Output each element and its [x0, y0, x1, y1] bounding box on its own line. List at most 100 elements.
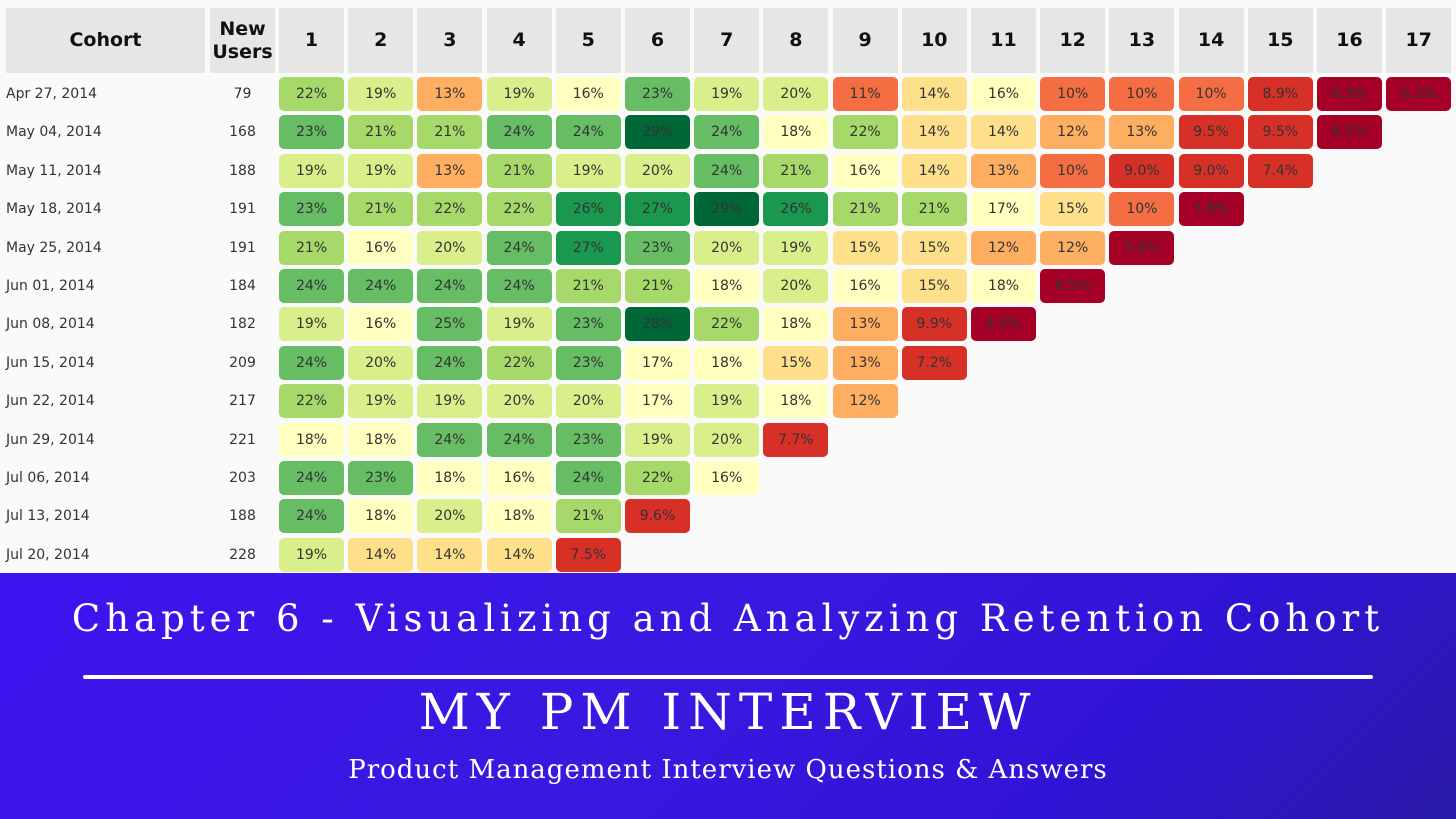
retention-cell: 26% — [555, 192, 621, 227]
cohort-date: May 18, 2014 — [6, 201, 102, 218]
header-cell: 15 — [1247, 8, 1313, 73]
retention-cell: 6.5% — [1040, 269, 1106, 303]
retention-cell: 17% — [971, 192, 1036, 227]
retention-cell: 29% — [694, 192, 760, 227]
retention-cell: 7.7% — [763, 422, 829, 457]
retention-cell: 9.0% — [1178, 153, 1244, 188]
retention-cell: 13% — [417, 153, 483, 188]
retention-cell: 9.5% — [1247, 115, 1313, 150]
retention-cell: 16% — [348, 307, 414, 342]
header-cell: 2 — [348, 8, 414, 73]
retention-cell: 24% — [486, 269, 552, 303]
retention-cell: 13% — [832, 307, 898, 342]
header-cell: 11 — [971, 8, 1036, 73]
header-cell: 16 — [1317, 8, 1382, 73]
retention-cell: 19% — [555, 153, 621, 188]
retention-cell: 10% — [1109, 192, 1175, 227]
retention-cell: 18% — [763, 384, 829, 419]
retention-cell: 9.9% — [901, 307, 967, 342]
retention-cell: 19% — [417, 384, 483, 419]
retention-cell: 27% — [625, 192, 690, 227]
retention-cell: 7.2% — [901, 345, 967, 380]
banner: Chapter 6 - Visualizing and Analyzing Re… — [0, 573, 1456, 819]
retention-cell: 10% — [1040, 77, 1106, 111]
header-cell: 17 — [1386, 8, 1452, 73]
new-users: 209 — [229, 354, 256, 371]
new-users: 228 — [229, 546, 256, 563]
retention-cell: 23% — [555, 345, 621, 380]
retention-cell: 7.4% — [1247, 153, 1313, 188]
retention-cell: 24% — [348, 269, 414, 303]
new-users: 168 — [229, 124, 256, 141]
cohort-date: Jul 20, 2014 — [6, 546, 90, 563]
tagline: Product Management Interview Questions &… — [348, 755, 1108, 785]
retention-cell: 19% — [694, 384, 760, 419]
retention-cell: 12% — [1040, 230, 1106, 265]
retention-cell: 24% — [486, 115, 552, 150]
retention-cell: 18% — [694, 269, 760, 303]
retention-cell: 21% — [348, 192, 414, 227]
retention-cell: 22% — [486, 345, 552, 380]
cohort-table: Cohort New Users 1 2 3 4 5 6 7 8 9 10 11 12 13 14 15 16 17… — [6, 8, 1452, 572]
retention-cell: 20% — [486, 384, 552, 419]
retention-cell: 20% — [625, 153, 690, 188]
retention-cell: 23% — [625, 230, 690, 265]
retention-cell: 20% — [694, 422, 760, 457]
retention-cell: 7.5% — [555, 537, 621, 572]
retention-cell: 20% — [763, 77, 829, 111]
cohort-date: Jun 01, 2014 — [6, 278, 95, 294]
cohort-date: Jun 22, 2014 — [6, 393, 95, 410]
retention-cell: 15% — [901, 269, 967, 303]
header-cell: 14 — [1178, 8, 1244, 73]
retention-cell: 28% — [625, 307, 690, 342]
retention-cell: 20% — [763, 269, 829, 303]
retention-cell: 18% — [279, 422, 344, 457]
retention-cell: 13% — [1109, 115, 1175, 150]
retention-cell: 10% — [1040, 153, 1106, 188]
cohort-date: Jul 06, 2014 — [6, 470, 90, 486]
retention-cell: 5.8% — [1178, 192, 1244, 227]
retention-cell: 18% — [486, 499, 552, 534]
retention-cell: 18% — [763, 307, 829, 342]
retention-cell: 27% — [555, 230, 621, 265]
retention-cell: 16% — [832, 269, 898, 303]
retention-cell: 15% — [1040, 192, 1106, 227]
retention-cell: 20% — [694, 230, 760, 265]
retention-cell: 24% — [694, 153, 760, 188]
retention-cell: 18% — [417, 461, 483, 495]
retention-cell: 23% — [555, 422, 621, 457]
retention-cell: 24% — [279, 345, 344, 380]
retention-cell: 20% — [348, 345, 414, 380]
retention-cell: 18% — [971, 269, 1036, 303]
retention-cell: 16% — [348, 230, 414, 265]
retention-cell: 12% — [1040, 115, 1106, 150]
retention-cell: 21% — [555, 269, 621, 303]
retention-cell: 20% — [417, 230, 483, 265]
retention-cell: 24% — [279, 461, 344, 495]
retention-cell: 24% — [694, 115, 760, 150]
retention-cell: 24% — [486, 230, 552, 265]
retention-cell: 10% — [1109, 77, 1175, 111]
new-users: 217 — [229, 393, 256, 410]
retention-cell: 19% — [348, 384, 414, 419]
header-cell: New Users — [210, 8, 275, 73]
retention-cell: 22% — [832, 115, 898, 150]
retention-cell: 14% — [901, 77, 967, 111]
header-cell: 12 — [1040, 8, 1106, 73]
retention-cell: 19% — [486, 77, 552, 111]
retention-cell: 17% — [625, 384, 690, 419]
cohort-date: May 11, 2014 — [6, 162, 102, 179]
retention-cell: 15% — [763, 345, 829, 380]
retention-cell: 25% — [417, 307, 483, 342]
retention-cell: 21% — [763, 153, 829, 188]
retention-cell: 10% — [1178, 77, 1244, 111]
retention-cell: 18% — [348, 422, 414, 457]
retention-cell: 8.9% — [1247, 77, 1313, 111]
retention-cell: 14% — [901, 153, 967, 188]
retention-cell: 18% — [763, 115, 829, 150]
retention-cell: 14% — [417, 537, 483, 572]
header-cell: 7 — [694, 8, 760, 73]
retention-cell: 21% — [279, 230, 344, 265]
retention-cell: 21% — [901, 192, 967, 227]
